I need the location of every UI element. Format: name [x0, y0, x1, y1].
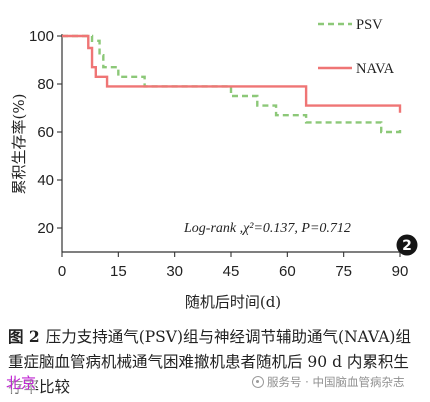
legend-label-psv: PSV — [356, 17, 383, 33]
x-tick-label: 75 — [335, 263, 352, 280]
badge-number: 2 — [402, 238, 412, 254]
watermark-right-text: 服务号 · 中国脑血管病杂志 — [267, 375, 405, 389]
legend-label-nava: NAVA — [356, 61, 395, 77]
x-tick-label: 90 — [392, 263, 409, 280]
log-rank-annotation: Log-rank ,χ²=0.137, P=0.712 — [183, 221, 351, 236]
figure-number-badge: 2 — [396, 234, 418, 256]
series-group — [62, 34, 402, 134]
x-tick-label: 60 — [279, 263, 296, 280]
tick-group: 20 40 60 80 100 0 15 30 45 60 75 90 — [29, 28, 408, 280]
x-tick-label: 30 — [166, 263, 183, 280]
watermark-right: 服务号 · 中国脑血管病杂志 — [250, 374, 407, 390]
y-tick-label: 40 — [37, 172, 54, 189]
y-tick-label: 80 — [37, 76, 54, 93]
legend: PSV NAVA — [318, 17, 395, 77]
y-tick-label: 20 — [37, 220, 54, 237]
axes — [61, 34, 404, 253]
badge-circle — [396, 234, 418, 256]
survival-curve-psv — [62, 34, 402, 134]
x-tick-label: 45 — [223, 263, 240, 280]
survival-curve-nava — [62, 34, 402, 113]
watermark-left: 北京 — [6, 372, 37, 393]
x-axis-label: 随机后时间(d) — [185, 293, 281, 311]
figure-label: 图 2 — [8, 327, 40, 346]
x-tick-label: 0 — [58, 263, 66, 280]
figure-caption: 图 2 压力支持通气(PSV)组与神经调节辅助通气(NAVA)组重症脑血管病机械通… — [8, 324, 422, 400]
wechat-service-icon — [252, 376, 264, 388]
x-tick-label: 15 — [110, 263, 127, 280]
y-tick-label: 60 — [37, 124, 54, 141]
y-tick-label: 100 — [29, 28, 54, 45]
y-axis-label: 累积生存率(%) — [10, 94, 28, 195]
survival-chart: 20 40 60 80 100 0 15 30 45 60 75 90 PSV NAVA 累积生存率(%… — [10, 17, 418, 311]
